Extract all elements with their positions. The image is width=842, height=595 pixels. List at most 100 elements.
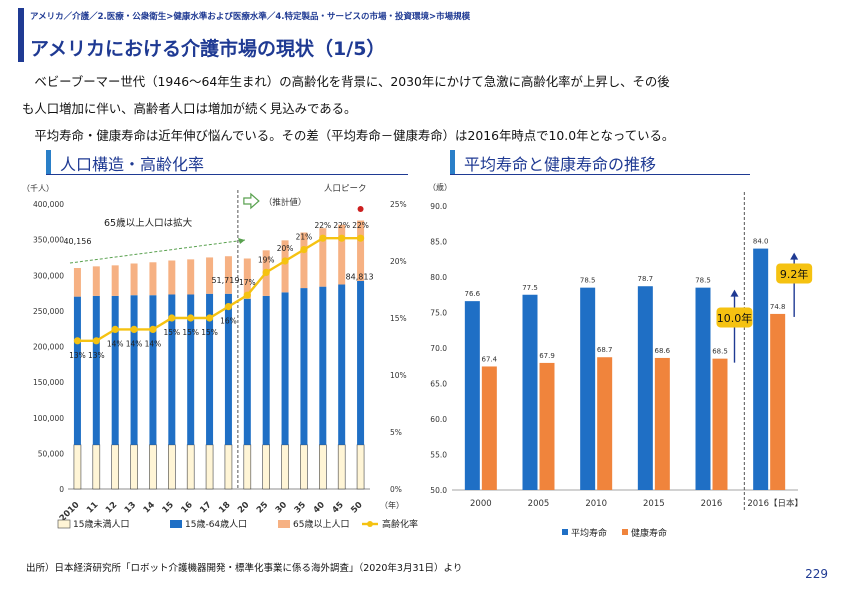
- first-elderly-value: 40,156: [63, 237, 91, 246]
- x-tick-label: 2005: [528, 499, 550, 509]
- bar-segment-65plus: [224, 256, 232, 294]
- x-tick-label: 45: [330, 500, 345, 515]
- y-tick-label: 80.0: [430, 273, 447, 282]
- bar-average-life: [695, 287, 711, 490]
- growth-note: 65歳以上人口は拡大: [104, 217, 193, 229]
- legend-swatch: [278, 520, 290, 528]
- x-tick-label: 40: [311, 500, 326, 515]
- section-header-life-expectancy: 平均寿命と健康寿命の推移: [450, 150, 750, 175]
- legend-swatch: [57, 519, 71, 529]
- ageing-rate-point: [92, 337, 100, 345]
- ageing-rate-label: 22%: [352, 221, 369, 230]
- gap-arrow-us-head: [730, 289, 739, 297]
- section-title-population: 人口構造・高齢化率: [60, 155, 205, 174]
- summary-line-1: ベビーブーマー世代（1946～64年生まれ）の高齢化を背景に、2030年にかけて…: [22, 74, 670, 89]
- gap-value-us: 10.0年: [717, 311, 753, 325]
- ageing-rate-label: 20%: [277, 244, 294, 253]
- estimate-arrow-icon: [243, 192, 260, 210]
- ageing-rate-label: 13%: [69, 351, 86, 360]
- bar-segment-under15: [224, 444, 233, 490]
- bar-segment-under15: [149, 444, 157, 490]
- bar-segment-under15: [92, 444, 101, 490]
- legend-swatch: [170, 520, 182, 528]
- ageing-rate-label: 15%: [201, 328, 218, 337]
- ageing-rate-point: [356, 234, 365, 242]
- bar-segment-15to64: [111, 295, 119, 445]
- ageing-rate-label: 19%: [258, 255, 275, 264]
- ageing-rate-label: 22%: [333, 221, 350, 230]
- ageing-rate-point: [300, 246, 308, 254]
- bar-segment-15to64: [149, 295, 157, 445]
- bar-segment-65plus: [149, 262, 157, 296]
- bar-segment-under15: [130, 444, 138, 490]
- bar-segment-15to64: [73, 296, 81, 445]
- bar-segment-15to64: [224, 293, 232, 445]
- peak-label: 人口ピーク: [324, 184, 367, 194]
- estimate-note: （推計値）: [264, 197, 307, 208]
- y-tick-label: 90.0: [430, 202, 447, 211]
- ageing-rate-label: 14%: [145, 339, 162, 348]
- ageing-rate-point: [168, 314, 176, 322]
- bar-segment-under15: [205, 444, 214, 490]
- bar-value-label: 76.6: [465, 290, 481, 298]
- bar-segment-65plus: [92, 266, 100, 296]
- bar-segment-15to64: [187, 294, 195, 445]
- bar-segment-65plus: [73, 268, 81, 297]
- bar-average-life: [464, 301, 480, 490]
- y-tick-label: 50,000: [38, 449, 64, 458]
- bar-segment-65plus: [281, 240, 289, 293]
- y-tick-label: 350,000: [33, 236, 64, 245]
- bar-segment-under15: [281, 444, 289, 490]
- bar-segment-under15: [300, 444, 308, 490]
- gap-arrow-japan-head: [790, 252, 799, 260]
- bar-segment-65plus: [168, 260, 176, 295]
- x-tick-label: 2010: [585, 499, 607, 509]
- y2-tick-label: 15%: [390, 314, 407, 323]
- bar-segment-65plus: [243, 258, 251, 299]
- bar-segment-under15: [356, 444, 365, 490]
- ageing-rate-point: [130, 325, 138, 333]
- y-tick-label: 400,000: [33, 200, 64, 209]
- x-axis-unit-label: （年）: [380, 500, 404, 510]
- y2-tick-label: 25%: [390, 200, 407, 209]
- bar-segment-15to64: [300, 288, 308, 445]
- y-tick-label: 50.0: [430, 486, 447, 495]
- y2-tick-label: 10%: [390, 371, 407, 380]
- x-tick-label: 18: [217, 500, 232, 515]
- legend-label: 健康寿命: [631, 527, 667, 539]
- bar-segment-15to64: [281, 292, 289, 445]
- ageing-rate-label: 17%: [239, 278, 256, 287]
- ageing-rate-point: [243, 291, 251, 299]
- page-number: 229: [805, 567, 828, 581]
- bar-segment-15to64: [338, 284, 346, 445]
- ageing-rate-label: 15%: [163, 328, 180, 337]
- bar-segment-under15: [262, 444, 270, 490]
- bar-segment-65plus: [300, 232, 308, 289]
- y-tick-label: 300,000: [33, 271, 64, 280]
- x-tick-label: 11: [85, 500, 100, 515]
- ageing-rate-point: [149, 325, 157, 333]
- legend-label: 平均寿命: [571, 527, 607, 539]
- y-tick-label: 85.0: [430, 238, 447, 247]
- bar-segment-under15: [319, 444, 327, 490]
- bar-value-label: 78.5: [695, 277, 711, 285]
- bar-segment-65plus: [130, 263, 138, 296]
- x-tick-label: 2016: [701, 499, 723, 509]
- y-tick-label: 100,000: [33, 414, 64, 423]
- intermediate-value: 51,719: [211, 276, 239, 285]
- bar-average-life: [753, 248, 769, 490]
- bar-segment-65plus: [111, 265, 119, 296]
- legend-swatch: [562, 529, 568, 535]
- bar-segment-65plus: [187, 259, 195, 295]
- bar-healthy-life: [770, 313, 786, 490]
- bar-value-label: 78.5: [580, 277, 596, 285]
- ageing-rate-label: 21%: [296, 233, 313, 242]
- y2-tick-label: 20%: [390, 257, 407, 266]
- breadcrumb: アメリカ／介護／2.医療・公衆衛生>健康水準および医療水準／4.特定製品・サービ…: [30, 12, 471, 22]
- y2-tick-label: 5%: [390, 428, 402, 437]
- bar-healthy-life: [597, 357, 613, 490]
- ageing-rate-point: [281, 257, 289, 265]
- ageing-rate-label: 15%: [182, 328, 199, 337]
- bar-value-label: 78.7: [638, 275, 654, 283]
- y-tick-label: 0: [59, 485, 64, 494]
